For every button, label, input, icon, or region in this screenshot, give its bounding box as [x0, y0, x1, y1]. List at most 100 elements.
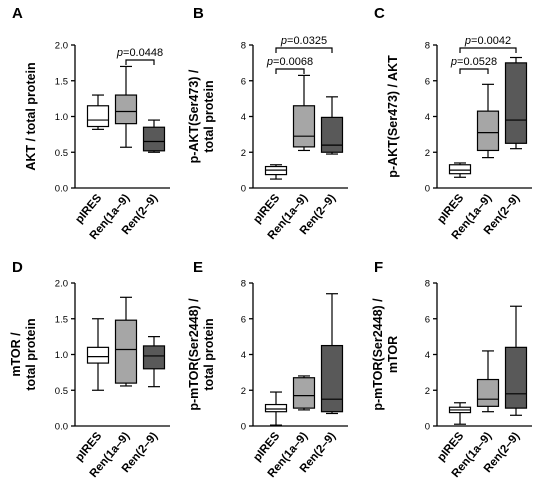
- y-tick-label: 2: [425, 386, 430, 397]
- bracket-line: [125, 59, 155, 65]
- bracket-line: [275, 47, 333, 53]
- panel-letter: D: [12, 259, 23, 276]
- y-tick-label: 0.0: [55, 184, 68, 195]
- box-3: [142, 336, 166, 388]
- box-3: [142, 119, 166, 153]
- iqr-box: [448, 164, 472, 175]
- panel-letter: E: [193, 259, 203, 276]
- bracket-line: [275, 68, 305, 74]
- iqr-box: [504, 62, 528, 144]
- iqr-box: [292, 105, 316, 148]
- y-tick-label: 6: [241, 314, 246, 325]
- iqr-box: [114, 94, 138, 125]
- y-tick-label: 8: [425, 41, 430, 52]
- y-tick-label: 1.0: [55, 350, 68, 361]
- y-tick-label: 0.5: [55, 386, 68, 397]
- y-tick-label: 6: [425, 314, 430, 325]
- p-value-label: p=0.0448: [116, 47, 163, 59]
- panel-letter: F: [374, 259, 383, 276]
- y-tick-label: 2.0: [55, 41, 68, 52]
- iqr-box: [142, 345, 166, 370]
- box-1: [264, 391, 288, 426]
- box-2: [292, 375, 316, 411]
- y-axis-label: p-mTOR(Ser2448) /: [187, 298, 201, 411]
- y-axis-label: total protein: [202, 80, 216, 152]
- box-2: [292, 74, 316, 152]
- y-tick-label: 8: [425, 279, 430, 290]
- iqr-box: [292, 377, 316, 409]
- y-tick-label: 2: [241, 386, 246, 397]
- y-tick-label: 0: [425, 422, 430, 433]
- y-tick-label: 4: [241, 350, 246, 361]
- iqr-box: [504, 346, 528, 409]
- box-3: [504, 56, 528, 150]
- panel-letter: B: [193, 5, 204, 22]
- p-value-label: p=0.0068: [266, 56, 313, 68]
- p-value-label: p=0.0325: [280, 35, 327, 47]
- box-3: [320, 293, 344, 415]
- y-tick-label: 1.0: [55, 112, 68, 123]
- y-tick-label: 6: [425, 76, 430, 87]
- significance-bracket: p=0.0325: [275, 35, 333, 53]
- significance-bracket: p=0.0448: [116, 47, 163, 65]
- iqr-box: [86, 346, 110, 364]
- box-1: [448, 402, 472, 425]
- y-axis-label: p-mTOR(Ser2448) /: [371, 298, 385, 411]
- panel-letter: A: [12, 5, 23, 22]
- iqr-box: [320, 344, 344, 413]
- iqr-box: [476, 110, 500, 152]
- iqr-box: [142, 126, 166, 152]
- box-2: [114, 65, 138, 148]
- y-axis-label: mTOR /: [9, 332, 23, 377]
- box-3: [504, 305, 528, 416]
- box-1: [448, 162, 472, 178]
- iqr-box: [476, 378, 500, 407]
- box-2: [476, 350, 500, 413]
- y-tick-label: 0: [425, 184, 430, 195]
- box-1: [86, 318, 110, 391]
- y-tick-label: 8: [241, 41, 246, 52]
- box-2: [114, 296, 138, 387]
- bracket-line: [459, 68, 489, 74]
- y-tick-label: 0: [241, 422, 246, 433]
- p-value-label: p=0.0528: [450, 56, 497, 68]
- box-1: [264, 164, 288, 180]
- y-axis-label: total protein: [202, 318, 216, 390]
- y-tick-label: 6: [241, 76, 246, 87]
- y-axis-label: total protein: [24, 318, 38, 390]
- y-axis-label: p-AKT(Ser473) / AKT: [386, 55, 400, 178]
- significance-bracket: p=0.0068: [266, 56, 313, 74]
- box-3: [320, 96, 344, 155]
- significance-bracket: p=0.0528: [450, 56, 497, 74]
- bracket-line: [459, 47, 517, 53]
- iqr-box: [320, 116, 344, 153]
- iqr-box: [86, 105, 110, 128]
- y-tick-label: 2: [425, 148, 430, 159]
- y-tick-label: 2: [241, 148, 246, 159]
- y-tick-label: 2.0: [55, 279, 68, 290]
- y-tick-label: 1.5: [55, 314, 68, 325]
- y-tick-label: 4: [425, 350, 430, 361]
- y-tick-label: 0: [241, 184, 246, 195]
- y-tick-label: 4: [425, 112, 430, 123]
- significance-bracket: p=0.0042: [459, 35, 517, 53]
- p-value-label: p=0.0042: [464, 35, 511, 47]
- panel-letter: C: [374, 5, 385, 22]
- iqr-box: [114, 319, 138, 384]
- y-tick-label: 8: [241, 279, 246, 290]
- y-axis-label: AKT / total protein: [24, 62, 38, 170]
- box-2: [476, 83, 500, 159]
- box-1: [86, 94, 110, 130]
- y-axis-label: p-AKT(Ser473) /: [187, 69, 201, 163]
- y-tick-label: 0.0: [55, 422, 68, 433]
- iqr-box: [264, 403, 288, 413]
- y-tick-label: 0.5: [55, 148, 68, 159]
- y-tick-label: 1.5: [55, 76, 68, 87]
